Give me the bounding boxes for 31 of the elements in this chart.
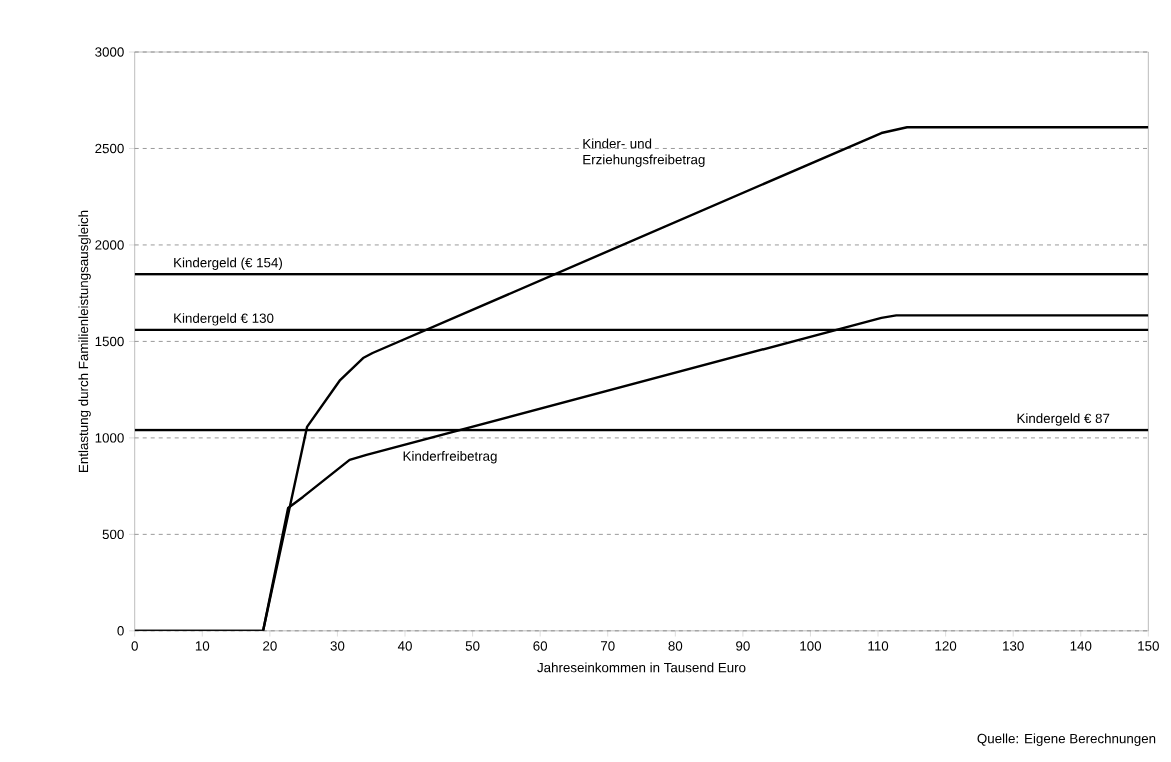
y-tick-label: 1000 — [95, 433, 124, 443]
series-label: Kinderfreibetrag — [403, 450, 497, 464]
ref-line-label: Kindergeld (€ 154) — [174, 257, 282, 270]
x-tick-label: 110 — [868, 641, 889, 651]
ref-line-label: Kindergeld € 87 — [1017, 413, 1110, 426]
x-tick-label: 70 — [601, 641, 615, 651]
y-axis-title: Entlastung durch Familienleistungsausgleich — [78, 210, 91, 472]
x-tick-label: 130 — [1003, 641, 1024, 651]
x-tick-label: 0 — [131, 641, 138, 651]
x-tick-label: 90 — [736, 641, 750, 651]
x-tick-label: 50 — [465, 641, 480, 651]
x-tick-label: 140 — [1070, 641, 1092, 651]
y-tick-label: 2000 — [95, 240, 124, 250]
x-tick-label: 100 — [800, 641, 822, 651]
y-tick-label: 3000 — [95, 47, 124, 57]
x-tick-label: 20 — [263, 641, 277, 651]
text: Kinder- und Erziehungsfreibetrag — [583, 138, 705, 167]
x-tick-label: 80 — [668, 641, 683, 651]
x-axis-title: Jahreseinkommen in Tausend Euro — [537, 662, 746, 673]
y-tick-label: 0 — [117, 626, 124, 636]
x-tick-label: 10 — [195, 641, 210, 651]
x-tick-label: 60 — [533, 641, 548, 651]
y-tick-label: 2500 — [95, 143, 124, 154]
x-tick-label: 120 — [935, 641, 957, 651]
y-tick-label: 500 — [102, 529, 124, 539]
y-tick-label: 1500 — [95, 336, 124, 347]
source-note: Quelle: Eigene Berechnungen — [977, 733, 1156, 746]
x-tick-label: 30 — [330, 641, 345, 651]
ref-line-label: Kindergeld € 130 — [174, 313, 274, 326]
x-tick-label: 150 — [1138, 641, 1159, 651]
x-tick-label: 40 — [397, 641, 412, 651]
